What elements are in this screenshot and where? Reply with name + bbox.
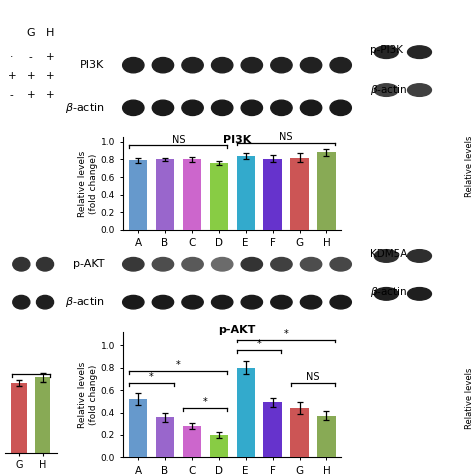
Ellipse shape — [241, 257, 263, 271]
Text: *: * — [284, 328, 289, 338]
Ellipse shape — [408, 46, 431, 58]
Ellipse shape — [241, 100, 263, 116]
Bar — [264, 159, 282, 230]
Text: PI3K: PI3K — [223, 135, 251, 145]
Text: -: - — [10, 90, 14, 100]
Text: +: + — [46, 71, 54, 81]
Ellipse shape — [271, 295, 292, 309]
Text: p-AKT: p-AKT — [73, 259, 104, 270]
Bar — [264, 402, 282, 457]
Text: +: + — [27, 90, 35, 100]
Bar — [129, 399, 147, 457]
Ellipse shape — [182, 295, 203, 309]
Ellipse shape — [36, 295, 54, 309]
Ellipse shape — [241, 295, 263, 309]
Bar — [317, 153, 336, 230]
Text: +: + — [46, 90, 54, 100]
Text: p-AKT: p-AKT — [219, 325, 255, 335]
Text: ·: · — [10, 52, 14, 62]
Text: +: + — [27, 71, 35, 81]
Text: *: * — [203, 397, 208, 407]
Bar — [11, 383, 27, 453]
Text: NS: NS — [172, 135, 185, 145]
Ellipse shape — [330, 100, 351, 116]
Bar — [237, 156, 255, 230]
Text: $\beta$-actin: $\beta$-actin — [64, 295, 104, 310]
Ellipse shape — [152, 57, 173, 73]
Text: -: - — [29, 52, 33, 62]
Ellipse shape — [271, 100, 292, 116]
Text: PI3K: PI3K — [80, 60, 104, 71]
Ellipse shape — [123, 257, 144, 271]
Ellipse shape — [301, 257, 322, 271]
Ellipse shape — [182, 57, 203, 73]
Ellipse shape — [271, 257, 292, 271]
Ellipse shape — [13, 257, 30, 271]
Y-axis label: Relative levels
(fold change): Relative levels (fold change) — [78, 362, 98, 428]
Bar — [317, 416, 336, 457]
Ellipse shape — [123, 57, 144, 73]
Bar — [237, 368, 255, 457]
Bar — [129, 160, 147, 230]
Bar — [210, 163, 228, 230]
Text: +: + — [46, 52, 54, 62]
Text: H: H — [46, 28, 54, 38]
Text: $\beta$-actin: $\beta$-actin — [370, 285, 407, 300]
Text: Relative levels: Relative levels — [465, 367, 474, 429]
Bar — [291, 158, 309, 230]
Ellipse shape — [408, 250, 431, 262]
Ellipse shape — [211, 257, 233, 271]
Ellipse shape — [301, 295, 322, 309]
Bar — [291, 408, 309, 457]
Ellipse shape — [301, 100, 322, 116]
Bar — [183, 159, 201, 230]
Text: Relative levels: Relative levels — [465, 135, 474, 197]
Ellipse shape — [408, 288, 431, 300]
Ellipse shape — [301, 57, 322, 73]
Bar — [156, 417, 174, 457]
Ellipse shape — [271, 57, 292, 73]
Text: $\beta$-actin: $\beta$-actin — [370, 83, 407, 97]
Y-axis label: Relative levels
(fold change): Relative levels (fold change) — [78, 151, 98, 217]
Bar — [156, 159, 174, 230]
Ellipse shape — [408, 84, 431, 96]
Bar — [35, 377, 50, 453]
Text: NS: NS — [306, 372, 320, 382]
Ellipse shape — [211, 100, 233, 116]
Ellipse shape — [211, 295, 233, 309]
Ellipse shape — [152, 295, 173, 309]
Ellipse shape — [123, 295, 144, 309]
Ellipse shape — [123, 100, 144, 116]
Bar — [183, 426, 201, 457]
Ellipse shape — [374, 84, 398, 96]
Ellipse shape — [211, 57, 233, 73]
Bar — [210, 435, 228, 457]
Text: $\beta$-actin: $\beta$-actin — [64, 100, 104, 115]
Ellipse shape — [152, 257, 173, 271]
Text: +: + — [8, 71, 16, 81]
Text: *: * — [176, 360, 181, 370]
Text: NS: NS — [279, 132, 293, 142]
Ellipse shape — [374, 288, 398, 300]
Ellipse shape — [374, 250, 398, 262]
Ellipse shape — [330, 57, 351, 73]
Ellipse shape — [330, 257, 351, 271]
Ellipse shape — [241, 57, 263, 73]
Ellipse shape — [36, 257, 54, 271]
Ellipse shape — [374, 46, 398, 58]
Ellipse shape — [182, 100, 203, 116]
Ellipse shape — [330, 295, 351, 309]
Text: G: G — [27, 28, 35, 38]
Text: p-PI3K: p-PI3K — [370, 45, 403, 55]
Text: *: * — [149, 372, 154, 382]
Ellipse shape — [13, 295, 30, 309]
Text: KDM5A: KDM5A — [370, 248, 407, 259]
Text: *: * — [257, 338, 262, 348]
Ellipse shape — [152, 100, 173, 116]
Ellipse shape — [182, 257, 203, 271]
